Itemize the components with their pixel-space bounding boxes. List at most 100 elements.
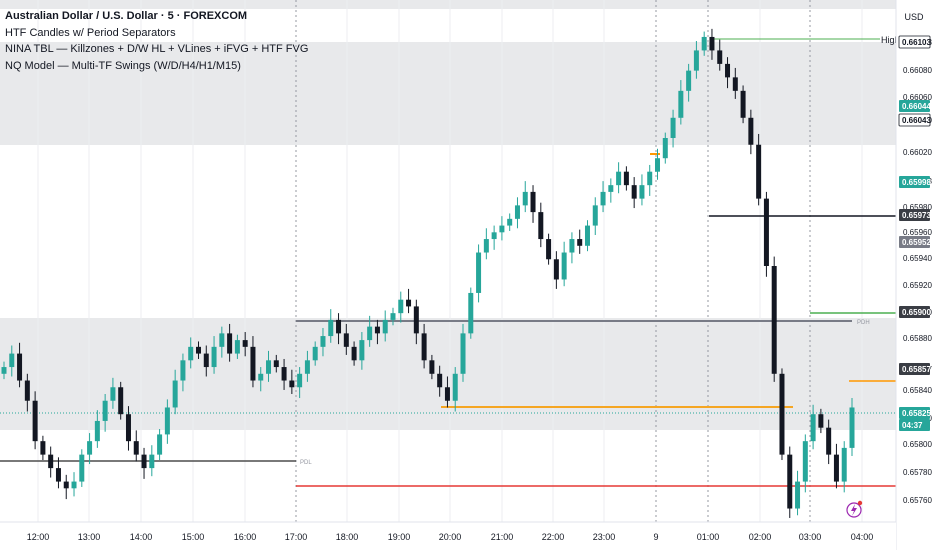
candle-body: [250, 346, 256, 381]
chart-legend: Australian Dollar / U.S. Dollar · 5 · FO…: [5, 8, 308, 74]
time-tick: 20:00: [439, 532, 462, 542]
candle-body: [79, 454, 85, 482]
candle-body: [297, 373, 303, 388]
candle-body: [701, 36, 707, 51]
price-badge-text: 0.65952: [902, 238, 931, 247]
candle-body: [336, 319, 342, 334]
time-tick: 18:00: [336, 532, 359, 542]
candle-body: [826, 427, 832, 455]
period-separators: [37, 0, 863, 522]
price-scale: USD0.661030.660800.660600.660400.660200.…: [895, 0, 932, 550]
candle-body: [188, 346, 194, 361]
candle-body: [756, 144, 762, 199]
candle-body: [810, 414, 816, 442]
candle-body: [709, 36, 715, 51]
candle-body: [763, 198, 769, 266]
candle-body: [133, 441, 139, 455]
candles: [1, 28, 855, 518]
candle-body: [592, 205, 598, 226]
candle-body: [725, 63, 731, 78]
price-badge-text: 0.66044: [902, 102, 931, 111]
pdl-label: PDL: [300, 460, 312, 466]
indicator-nina-tbl[interactable]: NINA TBL — Killzones + D/W HL + VLines +…: [5, 43, 309, 55]
candle-body: [483, 239, 489, 253]
time-tick: 12:00: [27, 532, 50, 542]
candle-body: [266, 360, 272, 374]
candle-body: [849, 407, 855, 448]
candle-body: [452, 373, 458, 401]
time-tick: 14:00: [130, 532, 153, 542]
candle-body: [71, 481, 77, 489]
candle-body: [655, 158, 661, 172]
price-tick: 0.65940: [903, 254, 932, 263]
price-badge: [899, 176, 930, 188]
candle-body: [639, 185, 645, 199]
candle-body: [460, 333, 466, 374]
candle-body: [94, 420, 100, 442]
price-badge: [899, 100, 930, 112]
candle-body: [258, 373, 264, 381]
indicator-htf-candles[interactable]: HTF Candles w/ Period Separators: [5, 26, 176, 39]
price-tick: 0.65840: [903, 386, 932, 395]
time-tick: 21:00: [491, 532, 514, 542]
time-tick: 04:00: [851, 532, 874, 542]
candle-body: [227, 333, 233, 354]
candle-body: [530, 191, 536, 213]
candle-body: [779, 373, 785, 455]
candle-body: [833, 454, 839, 482]
candle-body: [577, 239, 583, 246]
time-tick: 03:00: [799, 532, 822, 542]
candle-body: [328, 319, 334, 337]
price-badge: [899, 306, 930, 318]
candle-body: [157, 434, 163, 455]
candle-body: [32, 400, 38, 442]
candle-body: [211, 346, 217, 368]
candle-body: [125, 414, 131, 442]
candle-body: [172, 380, 178, 408]
symbol-title[interactable]: Australian Dollar / U.S. Dollar · 5 · FO…: [5, 10, 248, 22]
high-label: High: [881, 35, 900, 45]
candle-body: [608, 185, 614, 192]
candle-body: [429, 360, 435, 374]
price-badge-text: 0.65998: [902, 178, 931, 187]
candle-body: [623, 171, 629, 186]
candle-body: [359, 340, 365, 361]
time-tick: 17:00: [285, 532, 308, 542]
price-badge-text: 0.65973: [902, 211, 931, 220]
time-tick: 19:00: [388, 532, 411, 542]
candle-body: [55, 468, 61, 482]
price-tick: 0.65960: [903, 228, 932, 237]
price-tick: 0.65780: [903, 468, 932, 477]
price-badge: [899, 236, 930, 248]
indicator-nq-model[interactable]: NQ Model — Multi-TF Swings (W/D/H4/H1/M1…: [5, 59, 241, 72]
time-tick: 01:00: [697, 532, 720, 542]
candle-body: [693, 50, 699, 71]
price-tick: 0.66060: [903, 93, 932, 102]
time-tick: 9: [653, 532, 658, 542]
candle-body: [553, 259, 559, 280]
price-badge-text: 0.66103: [902, 38, 931, 47]
time-tick: 22:00: [542, 532, 565, 542]
top-band: [0, 0, 896, 9]
candle-body: [444, 387, 450, 401]
candle-body: [437, 373, 443, 388]
candle-body: [538, 212, 544, 240]
candle-body: [1, 367, 7, 374]
candle-body: [367, 326, 373, 341]
price-badge-text: 0.66043: [902, 116, 931, 125]
currency-label[interactable]: USD: [904, 12, 924, 22]
candle-body: [795, 481, 801, 509]
candle-body: [507, 218, 513, 226]
candle-body: [351, 346, 357, 361]
candle-body: [662, 138, 668, 159]
price-badge-text: 0.65900: [902, 308, 931, 317]
candle-body: [499, 225, 505, 233]
candle-body: [374, 326, 380, 334]
killzone-band: [0, 42, 896, 145]
killzone-band: [0, 318, 896, 430]
candle-body: [110, 387, 116, 401]
candle-body: [732, 77, 738, 91]
candle-body: [40, 441, 46, 455]
